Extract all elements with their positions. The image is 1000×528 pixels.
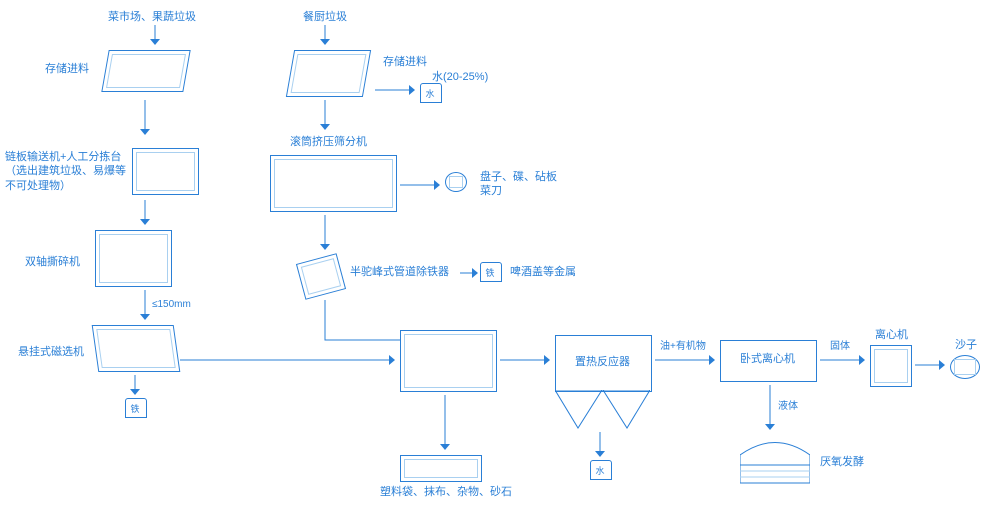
arrow-icon [765,385,775,430]
label-water-1: 水 [420,87,440,100]
arrow-icon [655,355,715,365]
equip-drum-screen [270,155,397,212]
equip-debris [400,455,482,482]
equip-main-processor [400,330,497,392]
label-horizontal-centrifuge: 卧式离心机 [740,352,795,366]
label-drum-screen: 滚筒挤压筛分机 [290,135,367,149]
equip-centrifuge [870,345,912,387]
equip-hopper-2 [286,50,371,97]
label-plates: 盘子、碟、砧板 菜刀 [480,170,557,199]
label-liquid: 液体 [778,400,798,413]
arrow-icon [915,360,945,370]
label-le150: ≤150mm [152,298,191,311]
arrow-icon [130,375,140,395]
hopper-icon [555,390,650,430]
label-chain-conveyor: 链板输送机+人工分拣台 （选出建筑垃圾、易爆等 不可处理物） [5,150,130,193]
label-centrifuge: 离心机 [875,328,908,342]
label-solid: 固体 [830,340,850,353]
arrow-icon [440,395,450,450]
arrow-icon [500,355,550,365]
label-suspended-mag: 悬挂式磁选机 [18,345,84,359]
arrow-icon [140,100,150,135]
label-storage-1: 存储进料 [45,62,89,76]
label-water-2: 水 [590,464,610,477]
label-water-pct: 水(20-25%) [432,70,488,84]
label-plastic-bags: 塑料袋、抹布、杂物、砂石 [380,485,512,499]
equip-anaerobic-tank [740,435,810,485]
equip-sand [950,355,980,379]
arrow-icon [140,290,150,320]
equip-hopper-1 [101,50,190,92]
arrow-icon [460,268,478,278]
label-oil-organic: 油+有机物 [660,340,706,353]
label-veg-market: 菜市场、果蔬垃圾 [108,10,196,24]
label-kitchen-waste: 餐厨垃圾 [303,10,347,24]
arrow-icon [320,215,330,250]
label-iron-1: 铁 [480,266,500,279]
equip-plates-icon [445,172,467,192]
equip-shredder [95,230,172,287]
equip-conveyor [132,148,199,195]
label-half-hump: 半驼峰式管道除铁器 [350,265,449,279]
arrow-icon [180,355,395,365]
label-storage-2: 存储进料 [383,55,427,69]
equip-mag-sep [92,325,181,372]
label-thermal-reactor: 置热反应器 [575,355,630,369]
label-beer-caps: 啤酒盖等金属 [510,265,576,279]
arrow-icon [320,25,330,45]
arrow-icon [400,180,440,190]
arrow-icon [820,355,865,365]
arrow-icon [150,25,160,45]
label-anaerobic: 厌氧发酵 [820,455,864,469]
arrow-icon [375,85,415,95]
equip-deironer [296,253,346,300]
arrow-icon [140,200,150,225]
label-sand: 沙子 [955,338,977,352]
arrow-icon [320,100,330,130]
label-iron-2: 铁 [125,402,145,415]
arrow-icon [595,432,605,457]
label-twin-shaft: 双轴撕碎机 [25,255,80,269]
